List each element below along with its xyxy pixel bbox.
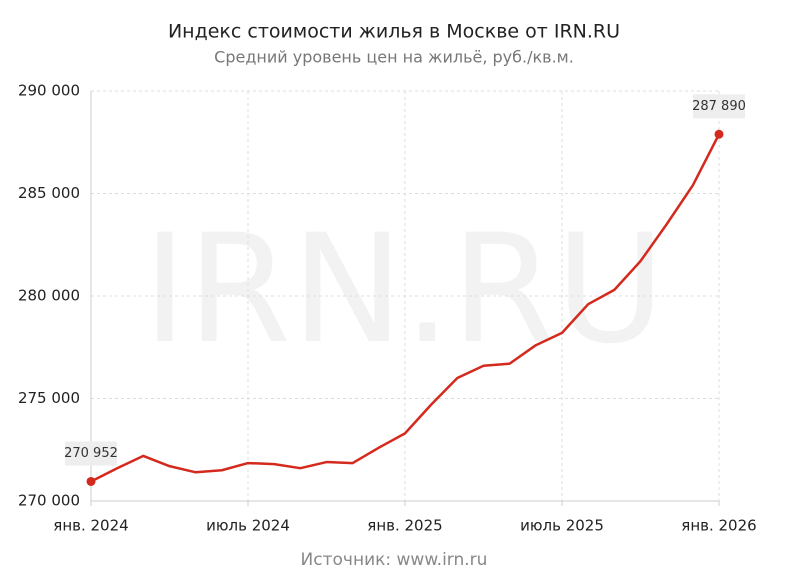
value-label: 287 890 (692, 99, 746, 114)
value-label-box (693, 94, 745, 119)
chart-title: Индекс стоимости жилья в Москве от IRN.R… (168, 21, 620, 43)
value-label-box (65, 441, 117, 466)
source: Источник: www.irn.ru (301, 550, 488, 570)
y-tick-label: 285 000 (18, 184, 80, 202)
y-tick-label: 280 000 (18, 287, 80, 305)
x-tick-label: янв. 2024 (53, 517, 128, 535)
point (86, 476, 96, 486)
y-tick-label: 270 000 (18, 492, 80, 510)
x-tick-label: янв. 2025 (367, 517, 442, 535)
value-label: 270 952 (64, 446, 118, 461)
y-tick-label: 290 000 (18, 82, 80, 100)
x-tick-label: июль 2024 (206, 517, 290, 535)
y-tick-label: 275 000 (18, 389, 80, 407)
point (714, 129, 724, 139)
watermark: IRN.RU (143, 203, 665, 377)
x-tick-label: июль 2025 (520, 517, 604, 535)
line (90, 133, 721, 483)
chart-subtitle: Средний уровень цен на жильё, руб./кв.м. (214, 48, 574, 67)
x-tick-label: янв. 2026 (681, 517, 756, 535)
